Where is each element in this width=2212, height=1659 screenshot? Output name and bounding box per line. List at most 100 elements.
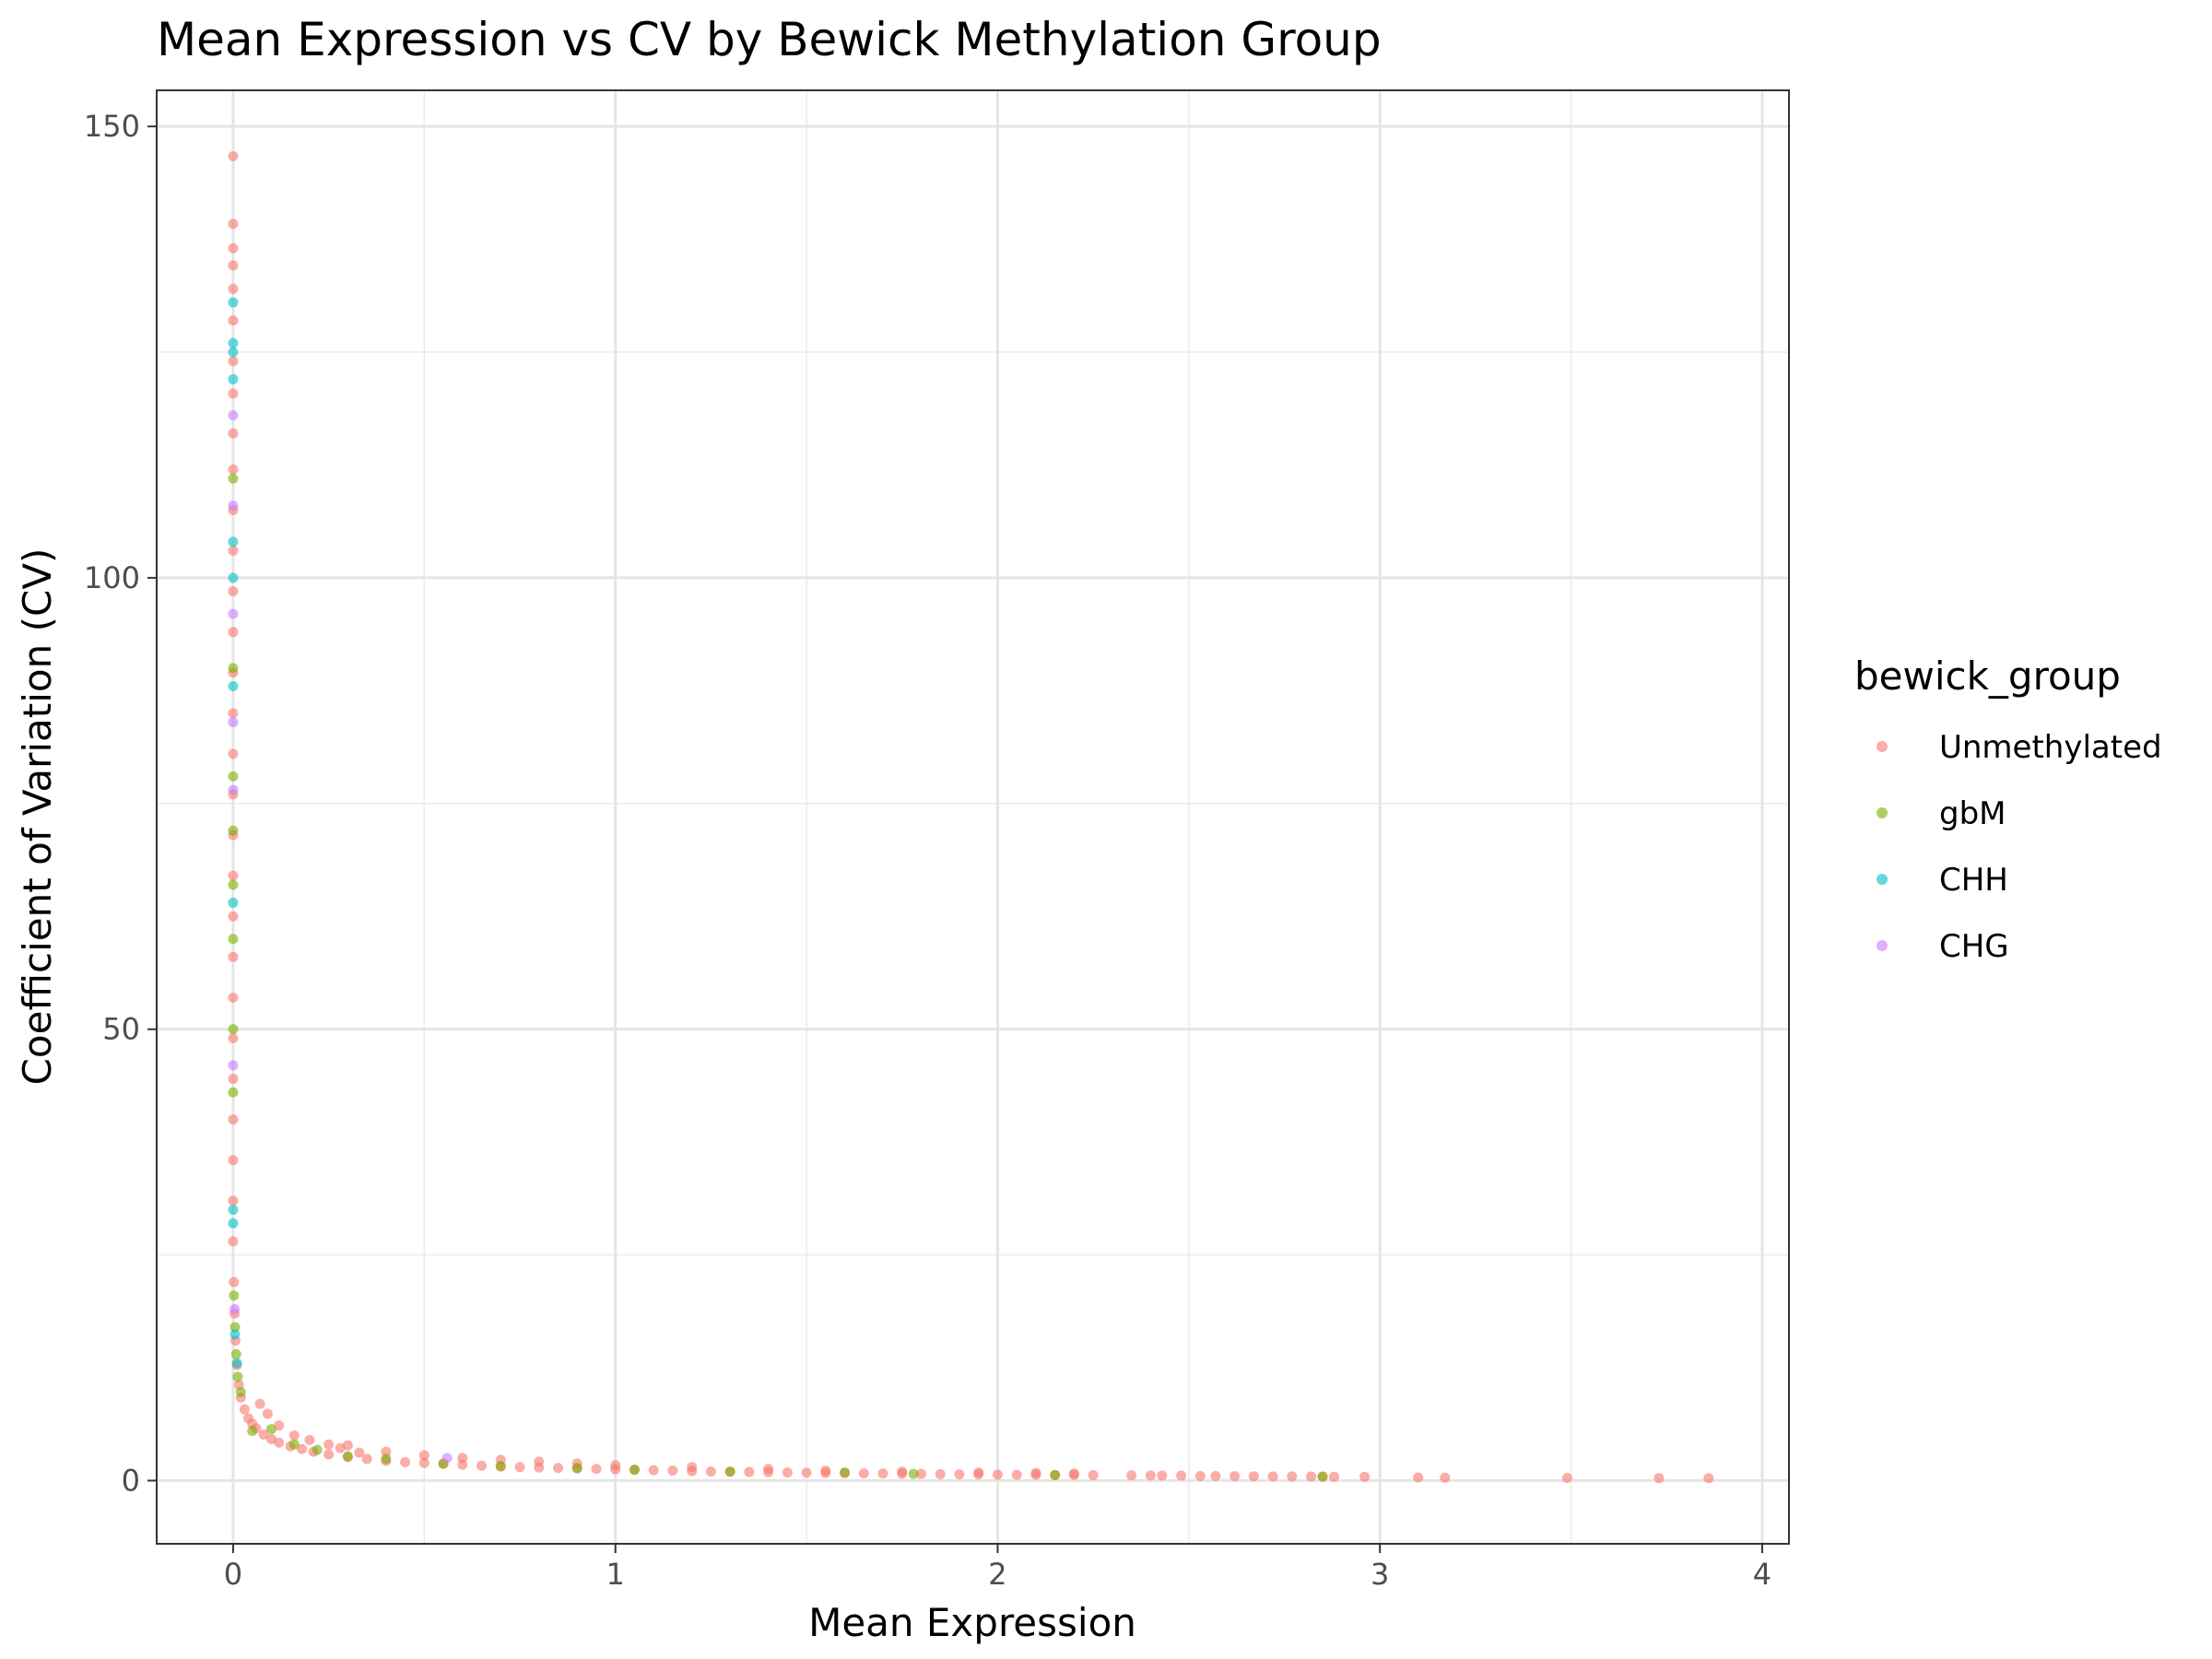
legend-key xyxy=(1877,940,1888,951)
y-tick-label: 50 xyxy=(102,1012,140,1047)
data-point xyxy=(304,1434,315,1445)
data-point xyxy=(229,1290,240,1301)
y-tick-label: 0 xyxy=(122,1463,140,1498)
x-tick-label: 1 xyxy=(606,1557,625,1592)
data-point xyxy=(441,1453,453,1464)
data-point xyxy=(361,1453,372,1465)
y-axis-title: Coefficient of Variation (CV) xyxy=(15,548,60,1086)
data-point xyxy=(228,1218,239,1229)
data-point xyxy=(687,1462,698,1473)
data-point xyxy=(381,1446,392,1457)
data-point xyxy=(265,1424,276,1435)
legend-label: CHH xyxy=(1939,862,2008,899)
data-point xyxy=(228,825,239,836)
data-point xyxy=(228,500,239,512)
data-point xyxy=(992,1469,1003,1480)
data-point xyxy=(229,1303,241,1314)
data-point xyxy=(254,1398,265,1409)
data-point xyxy=(1328,1471,1339,1482)
data-point xyxy=(228,572,239,583)
data-point xyxy=(1210,1471,1221,1482)
data-point xyxy=(908,1468,919,1479)
data-point xyxy=(228,911,239,922)
data-point xyxy=(840,1467,851,1478)
legend-key xyxy=(1877,741,1888,752)
data-point xyxy=(274,1420,285,1431)
data-point xyxy=(228,1087,239,1098)
data-point xyxy=(228,297,239,308)
data-point xyxy=(228,586,239,597)
data-point xyxy=(228,242,239,253)
legend-title: bewick_group xyxy=(1854,653,2121,699)
data-point xyxy=(228,951,239,962)
data-point xyxy=(228,898,239,909)
data-point xyxy=(228,464,239,475)
data-point xyxy=(228,1236,239,1247)
plot-border xyxy=(156,89,1790,1545)
plot-panel xyxy=(157,90,1789,1544)
data-point xyxy=(667,1465,678,1477)
data-point xyxy=(228,473,239,484)
data-point xyxy=(744,1466,755,1477)
data-point xyxy=(228,260,239,271)
data-point xyxy=(229,1322,241,1333)
data-point xyxy=(288,1439,300,1450)
data-point xyxy=(1011,1469,1022,1480)
data-point xyxy=(1267,1471,1278,1482)
data-point xyxy=(230,1348,241,1359)
data-point xyxy=(418,1457,429,1468)
data-point xyxy=(534,1456,545,1467)
data-point xyxy=(297,1443,308,1454)
data-point xyxy=(1088,1470,1099,1481)
data-point xyxy=(1230,1471,1241,1482)
data-point xyxy=(229,1329,241,1340)
data-point xyxy=(228,315,239,326)
data-point xyxy=(228,717,239,728)
data-point xyxy=(228,151,239,162)
data-point xyxy=(954,1469,965,1480)
data-point xyxy=(591,1464,602,1475)
data-point xyxy=(247,1426,258,1437)
data-point xyxy=(973,1467,984,1478)
data-point xyxy=(571,1463,582,1474)
data-point xyxy=(228,536,239,547)
data-point xyxy=(228,218,239,229)
data-point xyxy=(877,1468,888,1479)
data-point xyxy=(858,1468,869,1479)
data-point xyxy=(381,1453,392,1465)
data-point xyxy=(335,1442,346,1453)
data-point xyxy=(232,1371,243,1382)
data-point xyxy=(229,1277,240,1288)
data-point xyxy=(228,708,239,719)
data-point xyxy=(228,428,239,439)
x-tick-label: 2 xyxy=(988,1557,1006,1592)
data-point xyxy=(235,1386,246,1397)
legend-key xyxy=(1877,874,1888,885)
data-point xyxy=(228,337,239,348)
data-point xyxy=(231,1358,242,1369)
data-point xyxy=(228,1155,239,1166)
x-tick-label: 4 xyxy=(1753,1557,1771,1592)
data-point xyxy=(1050,1470,1061,1481)
data-point xyxy=(228,1205,239,1216)
data-point xyxy=(629,1465,640,1476)
x-axis-title: Mean Expression xyxy=(808,1600,1136,1645)
data-point xyxy=(228,347,239,358)
grid-lines xyxy=(157,90,1789,1544)
x-tick-label: 0 xyxy=(224,1557,242,1592)
data-point xyxy=(1413,1472,1424,1483)
y-tick-label: 100 xyxy=(84,560,140,595)
data-point xyxy=(228,388,239,399)
legend-label: Unmethylated xyxy=(1939,729,2162,766)
data-point xyxy=(228,879,239,890)
data-point xyxy=(228,1114,239,1125)
data-point xyxy=(228,680,239,691)
data-point xyxy=(288,1430,300,1441)
data-point xyxy=(1126,1470,1137,1481)
data-point xyxy=(763,1464,774,1475)
data-point xyxy=(1248,1471,1259,1482)
data-point xyxy=(228,356,239,367)
data-point xyxy=(1287,1471,1298,1482)
data-point xyxy=(1068,1468,1079,1479)
data-point xyxy=(228,1032,239,1043)
